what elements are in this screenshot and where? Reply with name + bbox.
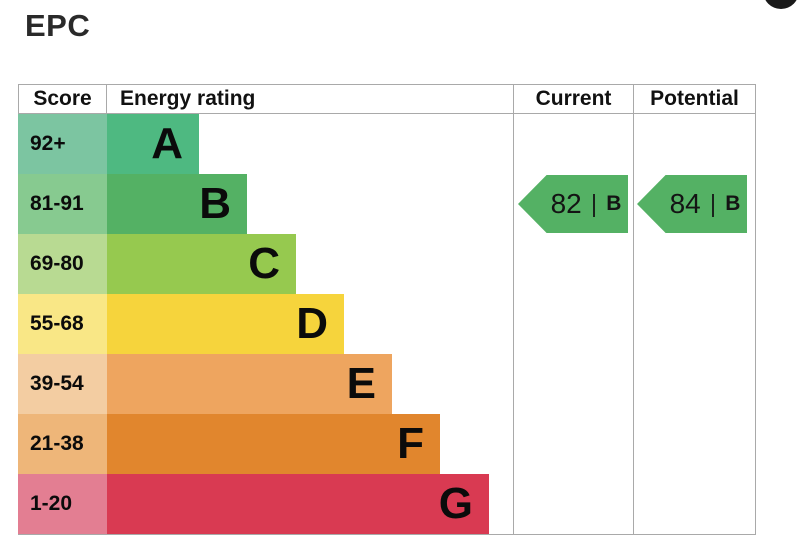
score-cell: 39-54 bbox=[18, 354, 107, 414]
current-score-value: 82 bbox=[550, 188, 582, 219]
potential-score-value: 84 bbox=[669, 188, 701, 219]
rating-bar: A bbox=[107, 114, 199, 174]
header-score: Score bbox=[18, 85, 107, 113]
score-cell: 1-20 bbox=[18, 474, 107, 534]
header-energy-rating: Energy rating bbox=[120, 87, 256, 110]
header-potential: Potential bbox=[633, 85, 756, 113]
band-row-e: 39-54 E bbox=[18, 354, 756, 414]
rating-bar: E bbox=[107, 354, 392, 414]
band-letter: E bbox=[346, 359, 376, 408]
arrow-separator: | bbox=[709, 189, 717, 218]
page-title: EPC bbox=[25, 8, 91, 43]
band-row-g: 1-20 G bbox=[18, 474, 756, 534]
score-cell: 55-68 bbox=[18, 294, 107, 354]
table-right-border bbox=[755, 114, 756, 534]
epc-rating-chart: Score Energy rating Current Potential 92… bbox=[18, 84, 756, 535]
current-band-letter: B bbox=[606, 192, 622, 215]
band-row-c: 69-80 C bbox=[18, 234, 756, 294]
band-letter: G bbox=[438, 479, 473, 528]
rating-bar: G bbox=[107, 474, 489, 534]
column-divider-current bbox=[513, 114, 514, 534]
score-cell: 92+ bbox=[18, 114, 107, 174]
rating-bar: D bbox=[107, 294, 344, 354]
band-letter: A bbox=[151, 119, 183, 168]
header-current: Current bbox=[513, 85, 633, 113]
arrow-separator: | bbox=[590, 189, 598, 218]
band-row-b: 81-91 B bbox=[18, 174, 756, 234]
band-letter: C bbox=[248, 239, 280, 288]
potential-band-letter: B bbox=[725, 192, 741, 215]
chart-body: 92+ A 81-91 B 69-80 C 55-68 D 39-54 E 21… bbox=[18, 114, 756, 535]
band-letter: D bbox=[296, 299, 328, 348]
band-row-d: 55-68 D bbox=[18, 294, 756, 354]
rating-bar: C bbox=[107, 234, 296, 294]
score-cell: 69-80 bbox=[18, 234, 107, 294]
column-divider-potential bbox=[633, 114, 634, 534]
band-letter: B bbox=[199, 179, 231, 228]
band-row-a: 92+ A bbox=[18, 114, 756, 174]
chart-header-row: Score Energy rating Current Potential bbox=[18, 84, 756, 114]
rating-bar: F bbox=[107, 414, 440, 474]
score-cell: 21-38 bbox=[18, 414, 107, 474]
band-row-f: 21-38 F bbox=[18, 414, 756, 474]
band-letter: F bbox=[397, 419, 424, 468]
score-cell: 81-91 bbox=[18, 174, 107, 234]
current-rating-arrow: 82 | B bbox=[518, 175, 628, 233]
corner-circle-decoration bbox=[763, 0, 799, 9]
rating-bar: B bbox=[107, 174, 247, 234]
